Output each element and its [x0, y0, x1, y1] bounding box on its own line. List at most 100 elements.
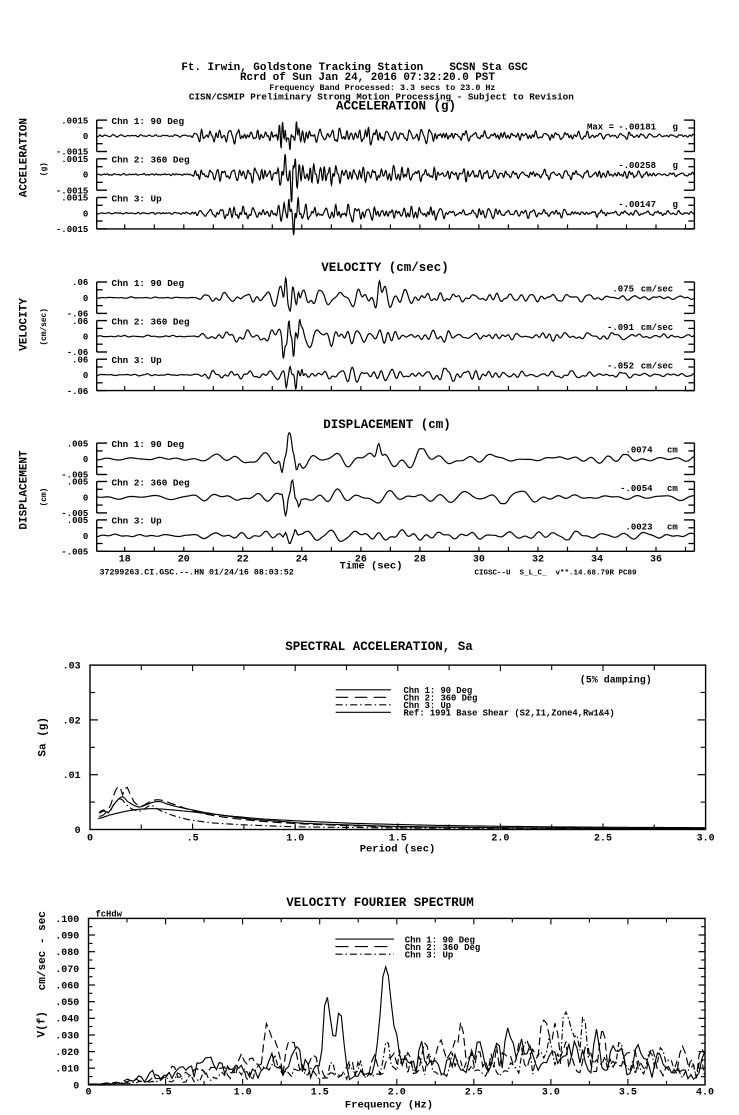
svg-text:0: 0 [83, 371, 88, 381]
svg-text:Chn 3: Up: Chn 3: Up [112, 355, 163, 366]
svg-text:(cm): (cm) [41, 488, 49, 507]
svg-text:0: 0 [83, 132, 88, 142]
svg-text:Chn 2: 360 Deg: Chn 2: 360 Deg [405, 943, 481, 953]
svg-text:1.0: 1.0 [286, 834, 304, 845]
svg-text:3.5: 3.5 [619, 1088, 637, 1099]
svg-text:.06: .06 [72, 317, 88, 327]
svg-text:cm/sec: cm/sec [641, 362, 673, 372]
svg-text:Frequency (Hz): Frequency (Hz) [345, 1100, 433, 1112]
svg-text:.01: .01 [63, 771, 81, 782]
svg-text:-.0054: -.0054 [620, 484, 653, 494]
svg-text:-.0015: -.0015 [56, 225, 88, 235]
svg-text:.0074: .0074 [625, 446, 653, 456]
svg-text:.005: .005 [67, 439, 89, 449]
svg-text:24: 24 [296, 554, 308, 565]
svg-text:1.0: 1.0 [234, 1088, 252, 1099]
svg-text:0: 0 [83, 209, 88, 219]
svg-text:Chn 2: 360 Deg: Chn 2: 360 Deg [112, 316, 191, 327]
svg-text:g: g [673, 123, 678, 133]
svg-text:.005: .005 [67, 478, 89, 488]
svg-text:.03: .03 [63, 662, 81, 673]
svg-text:Period (sec): Period (sec) [360, 844, 436, 856]
svg-text:VELOCITY: VELOCITY [18, 298, 30, 351]
svg-text:0: 0 [83, 532, 88, 542]
svg-text:34: 34 [591, 554, 603, 565]
svg-text:ACCELERATION (g): ACCELERATION (g) [336, 100, 456, 114]
svg-text:0: 0 [83, 171, 88, 181]
svg-text:VELOCITY FOURIER SPECTRUM: VELOCITY FOURIER SPECTRUM [286, 896, 474, 910]
svg-text:0: 0 [83, 294, 88, 304]
svg-text:ACCELERATION: ACCELERATION [19, 118, 31, 197]
svg-text:28: 28 [414, 554, 426, 565]
svg-text:0: 0 [85, 1088, 91, 1099]
svg-text:CISN/CSMIP Preliminary Strong: CISN/CSMIP Preliminary Strong Motion Pro… [189, 92, 574, 103]
svg-text:DISPLACEMENT: DISPLACEMENT [18, 450, 30, 530]
svg-text:.060: .060 [55, 981, 79, 992]
svg-text:-.00147: -.00147 [618, 200, 656, 210]
svg-text:Chn 2: 360 Deg: Chn 2: 360 Deg [112, 155, 191, 166]
svg-text:cm: cm [667, 446, 678, 456]
svg-text:0: 0 [87, 834, 93, 845]
svg-text:26: 26 [355, 554, 367, 565]
svg-text:cm: cm [667, 484, 678, 494]
svg-text:.080: .080 [55, 948, 79, 959]
svg-text:Chn 3: Up: Chn 3: Up [405, 951, 454, 961]
svg-text:SPECTRAL ACCELERATION, Sa: SPECTRAL ACCELERATION, Sa [285, 640, 473, 654]
svg-text:Chn 1: 90 Deg: Chn 1: 90 Deg [405, 935, 475, 945]
svg-text:-.005: -.005 [61, 509, 88, 519]
svg-text:Chn 1: 90 Deg: Chn 1: 90 Deg [112, 439, 185, 450]
svg-text:DISPLACEMENT (cm): DISPLACEMENT (cm) [323, 418, 451, 432]
svg-text:.02: .02 [63, 716, 81, 727]
svg-text:0: 0 [83, 455, 88, 465]
svg-text:0: 0 [83, 493, 88, 503]
svg-text:.06: .06 [72, 355, 88, 365]
svg-text:Max =: Max = [587, 123, 614, 133]
svg-text:Chn 1: 90 Deg: Chn 1: 90 Deg [112, 116, 185, 127]
svg-text:CIGSC--U S_L_C_ v**.14.68.79: CIGSC--U S_L_C_ v**.14.68.79R PC89 [475, 570, 638, 578]
svg-text:.06: .06 [72, 278, 88, 288]
svg-text:-.0015: -.0015 [56, 148, 88, 158]
svg-text:36: 36 [650, 554, 662, 565]
svg-text:.005: .005 [67, 516, 89, 526]
svg-text:.5: .5 [160, 1088, 172, 1099]
svg-text:fcHdw: fcHdw [96, 910, 123, 920]
svg-text:(5% damping): (5% damping) [580, 674, 652, 686]
svg-text:g: g [673, 161, 678, 171]
svg-text:0: 0 [75, 826, 81, 837]
svg-text:Ref: 1991 Base Shear (S2,I1,Zo: Ref: 1991 Base Shear (S2,I1,Zone4,Rw1&4) [404, 709, 615, 719]
svg-text:.0015: .0015 [61, 155, 88, 165]
svg-text:-.005: -.005 [61, 548, 88, 558]
svg-text:.0015: .0015 [61, 194, 88, 204]
svg-text:.100: .100 [55, 915, 79, 926]
svg-text:-.00258: -.00258 [618, 161, 656, 171]
svg-text:.040: .040 [55, 1015, 79, 1026]
svg-text:.075: .075 [612, 284, 634, 294]
svg-text:cm/sec: cm/sec [641, 323, 673, 333]
svg-text:-.0015: -.0015 [56, 186, 88, 196]
svg-text:-.005: -.005 [61, 471, 88, 481]
svg-text:Sa (g): Sa (g) [38, 717, 50, 757]
svg-text:Chn 1: 90 Deg: Chn 1: 90 Deg [404, 686, 473, 696]
svg-text:18: 18 [119, 554, 131, 565]
svg-text:VELOCITY (cm/sec): VELOCITY (cm/sec) [321, 261, 449, 275]
svg-text:.090: .090 [55, 931, 79, 942]
svg-text:.5: .5 [187, 834, 199, 845]
svg-text:32: 32 [532, 554, 544, 565]
svg-text:.0023: .0023 [625, 522, 652, 532]
svg-text:.020: .020 [55, 1048, 79, 1059]
svg-text:(g): (g) [41, 162, 49, 176]
svg-text:1.5: 1.5 [311, 1088, 329, 1099]
svg-text:-.06: -.06 [67, 348, 89, 358]
svg-text:-.06: -.06 [67, 310, 89, 320]
svg-text:1.5: 1.5 [389, 834, 407, 845]
svg-text:cm: cm [667, 522, 678, 532]
svg-text:30: 30 [473, 554, 485, 565]
svg-text:cm/sec: cm/sec [641, 284, 673, 294]
svg-text:.070: .070 [55, 965, 79, 976]
svg-text:37299263.CI.GSC.--.HN 01/24/16: 37299263.CI.GSC.--.HN 01/24/16 08:03:52 [100, 568, 294, 578]
svg-text:Chn 2: 360 Deg: Chn 2: 360 Deg [404, 694, 478, 704]
svg-text:.030: .030 [55, 1031, 79, 1042]
svg-text:-.00181: -.00181 [618, 123, 656, 133]
svg-text:g: g [673, 200, 678, 210]
svg-text:0: 0 [83, 333, 88, 343]
